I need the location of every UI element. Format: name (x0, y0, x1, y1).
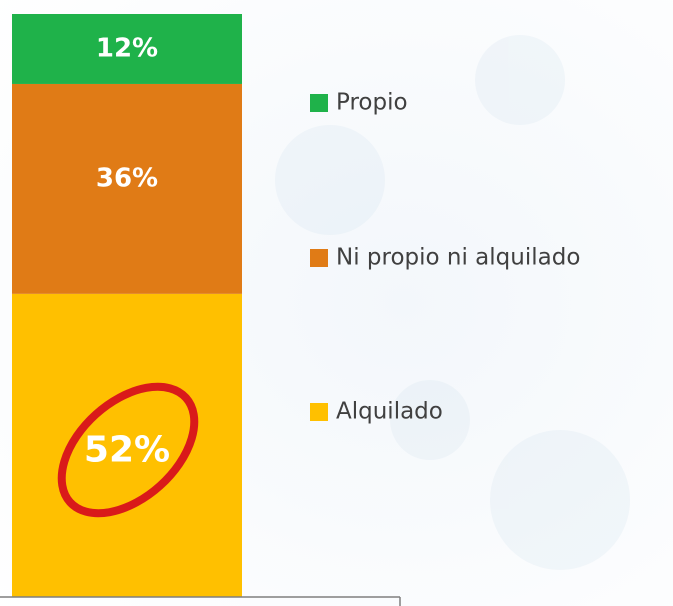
legend-label: Alquilado (336, 399, 443, 425)
bar-segment (12, 83, 242, 294)
legend-swatch (310, 403, 328, 421)
legend-label: Propio (336, 90, 408, 116)
legend-swatch (310, 249, 328, 267)
data-label: 52% (84, 429, 170, 470)
data-label: 12% (96, 33, 158, 63)
data-label: 36% (96, 163, 158, 193)
marks: 52% 36% 12% (12, 14, 242, 597)
virus-decoration (275, 35, 630, 570)
legend: Propio Ni propio ni alquilado Alquilado (310, 90, 580, 425)
legend-label: Ni propio ni alquilado (336, 245, 580, 271)
bar-segment (12, 14, 242, 84)
highlight-ellipse (57, 382, 199, 518)
legend-swatch (310, 94, 328, 112)
bar-segment (12, 293, 242, 597)
